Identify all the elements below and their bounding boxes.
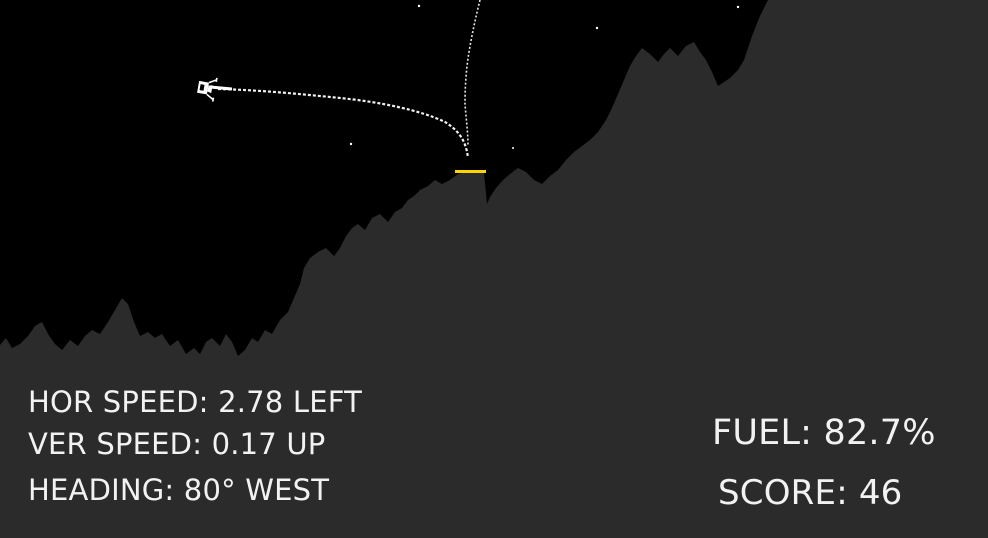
stars [349, 4, 740, 149]
vertical-speed-readout: VER SPEED: 0.17 UP [28, 427, 326, 461]
star [595, 26, 599, 30]
lander-engine [207, 85, 213, 94]
fuel-readout: FUEL: 82.7% [712, 413, 936, 453]
exhaust-plume [209, 85, 233, 91]
star [349, 142, 353, 146]
horizontal-speed-readout: HOR SPEED: 2.78 LEFT [28, 385, 363, 419]
lunar-lander-icon [197, 77, 218, 102]
landing-pad [455, 170, 486, 173]
star [736, 5, 740, 9]
star [417, 4, 421, 8]
star [512, 147, 514, 149]
heading-readout: HEADING: 80° WEST [28, 473, 330, 507]
thrust-exhaust-trail [217, 87, 470, 159]
lander-window [199, 84, 205, 91]
previous-flight-trail [464, 0, 481, 147]
lander-legs [206, 77, 218, 102]
score-readout: SCORE: 46 [718, 473, 903, 513]
